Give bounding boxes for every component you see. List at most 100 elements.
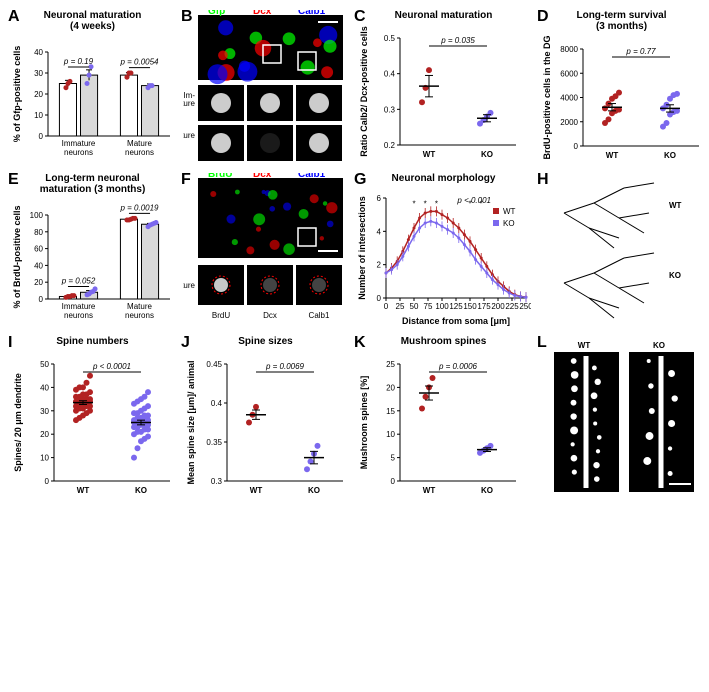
panel-j: J Spine sizes 0.30.350.40.45Mean spine s…: [183, 336, 348, 501]
panel-label-g: G: [354, 171, 366, 189]
svg-text:KO: KO: [308, 486, 320, 495]
panel-k: K Mushroom spines 0510152025Mushroom spi…: [356, 336, 531, 501]
svg-text:20: 20: [34, 278, 43, 287]
svg-text:KO: KO: [664, 151, 676, 160]
svg-text:25: 25: [386, 360, 395, 369]
svg-text:175: 175: [477, 302, 491, 311]
panel-label-j: J: [181, 334, 190, 352]
svg-text:Distance from soma [μm]: Distance from soma [μm]: [402, 316, 510, 326]
svg-text:125: 125: [449, 302, 463, 311]
panel-h-traces: WT KO: [539, 173, 689, 328]
svg-text:Gfp: Gfp: [208, 10, 225, 17]
svg-text:p = 0.77: p = 0.77: [625, 47, 656, 56]
svg-text:80: 80: [34, 228, 43, 237]
panel-j-chart: 0.30.350.40.45Mean spine size [μm]/ anim…: [183, 349, 348, 499]
svg-text:p < 0.0001: p < 0.0001: [92, 362, 131, 371]
panel-b-image: GfpDcxCalb1Im-matureMatureGfpDcxCalb1: [183, 10, 348, 165]
svg-text:100: 100: [435, 302, 449, 311]
svg-text:0.35: 0.35: [206, 438, 222, 447]
svg-text:25: 25: [396, 302, 405, 311]
svg-text:Mean spine size [μm]/ animal: Mean spine size [μm]/ animal: [186, 360, 196, 484]
panel-k-title: Mushroom spines: [356, 336, 531, 347]
svg-text:0.4: 0.4: [384, 70, 396, 79]
panel-f-image: BrdUDcxCalb1MatureBrdUDcxCalb1: [183, 173, 348, 328]
svg-text:20: 20: [34, 90, 43, 99]
svg-text:0: 0: [45, 477, 50, 486]
svg-text:Mushroom spines [%]: Mushroom spines [%]: [359, 376, 369, 470]
svg-text:neurons: neurons: [64, 148, 93, 157]
panel-j-title: Spine sizes: [183, 336, 348, 347]
svg-text:2: 2: [377, 261, 382, 270]
svg-text:WT: WT: [423, 486, 436, 495]
svg-text:Calb1: Calb1: [309, 311, 330, 320]
svg-text:*: *: [435, 199, 438, 208]
svg-text:p = 0.0069: p = 0.0069: [265, 362, 305, 371]
panel-a-chart: 010203040% of Gfp-positive cellsImmature…: [10, 34, 175, 164]
panel-e: E Long-term neuronalmaturation (3 months…: [10, 173, 175, 328]
panel-c: C Neuronal maturation 0.20.30.40.5Ratio …: [356, 10, 531, 165]
svg-text:WT: WT: [77, 486, 90, 495]
svg-text:WT: WT: [669, 201, 682, 210]
svg-text:% of Gfp-positive cells: % of Gfp-positive cells: [12, 46, 22, 143]
svg-text:Mature: Mature: [127, 139, 152, 148]
svg-text:0.2: 0.2: [384, 141, 396, 150]
svg-text:neurons: neurons: [125, 148, 154, 157]
panel-d-chart: 02000400060008000BrdU-positive cells in …: [539, 34, 704, 164]
svg-text:Calb1: Calb1: [298, 10, 326, 17]
svg-text:Spines/ 20 μm dendrite: Spines/ 20 μm dendrite: [13, 373, 23, 472]
svg-text:p = 0.052: p = 0.052: [61, 276, 96, 285]
svg-text:60: 60: [34, 245, 43, 254]
svg-text:WT: WT: [606, 151, 619, 160]
svg-text:8000: 8000: [560, 45, 578, 54]
svg-text:p = 0.035: p = 0.035: [440, 36, 475, 45]
svg-text:p < 0.001: p < 0.001: [456, 196, 491, 205]
svg-text:Calb1: Calb1: [298, 173, 326, 180]
svg-text:20: 20: [386, 383, 395, 392]
svg-text:p = 0.19: p = 0.19: [63, 57, 94, 66]
panel-c-title: Neuronal maturation: [356, 10, 531, 21]
panel-label-i: I: [8, 334, 12, 352]
panel-label-b: B: [181, 8, 193, 26]
panel-a: A Neuronal maturation(4 weeks) 010203040…: [10, 10, 175, 165]
svg-text:KO: KO: [653, 341, 665, 350]
svg-text:0.5: 0.5: [384, 34, 396, 43]
panel-l: L WTKO: [539, 336, 704, 501]
panel-l-image: WT KO: [539, 336, 704, 501]
svg-text:50: 50: [410, 302, 419, 311]
svg-text:BrdU: BrdU: [208, 173, 232, 180]
panel-d: D Long-term survival(3 months) 020004000…: [539, 10, 704, 165]
svg-text:neurons: neurons: [64, 311, 93, 320]
svg-text:0: 0: [574, 142, 579, 151]
panel-g: G Neuronal morphology 024602550751001251…: [356, 173, 531, 328]
panel-g-title: Neuronal morphology: [356, 173, 531, 184]
panel-i: I Spine numbers 01020304050Spines/ 20 μm…: [10, 336, 175, 501]
panel-i-title: Spine numbers: [10, 336, 175, 347]
panel-label-e: E: [8, 171, 19, 189]
svg-text:p = 0.0019: p = 0.0019: [119, 203, 159, 212]
svg-text:5: 5: [391, 454, 396, 463]
svg-text:0.3: 0.3: [211, 477, 223, 486]
svg-text:Dcx: Dcx: [263, 311, 277, 320]
panel-label-a: A: [8, 8, 20, 26]
panel-i-chart: 01020304050Spines/ 20 μm dendriteWTKOp <…: [10, 349, 175, 499]
svg-text:Immature: Immature: [62, 302, 96, 311]
svg-text:2000: 2000: [560, 118, 578, 127]
svg-text:WT: WT: [578, 341, 591, 350]
svg-text:6: 6: [377, 194, 382, 203]
panel-b: B GfpDcxCalb1Im-matureMatureGfpDcxCalb1: [183, 10, 348, 165]
svg-text:Dcx: Dcx: [253, 173, 272, 180]
svg-text:KO: KO: [669, 271, 681, 280]
svg-text:Immature: Immature: [62, 139, 96, 148]
panel-g-chart: 02460255075100125150175200225250Number o…: [356, 186, 531, 326]
svg-text:p = 0.0006: p = 0.0006: [438, 362, 478, 371]
svg-text:50: 50: [40, 360, 49, 369]
svg-text:4000: 4000: [560, 94, 578, 103]
svg-text:30: 30: [40, 407, 49, 416]
svg-text:6000: 6000: [560, 69, 578, 78]
panel-label-k: K: [354, 334, 366, 352]
panel-e-title: Long-term neuronalmaturation (3 months): [10, 173, 175, 195]
svg-text:75: 75: [424, 302, 433, 311]
panel-label-c: C: [354, 8, 366, 26]
svg-text:225: 225: [505, 302, 519, 311]
svg-text:*: *: [424, 199, 427, 208]
